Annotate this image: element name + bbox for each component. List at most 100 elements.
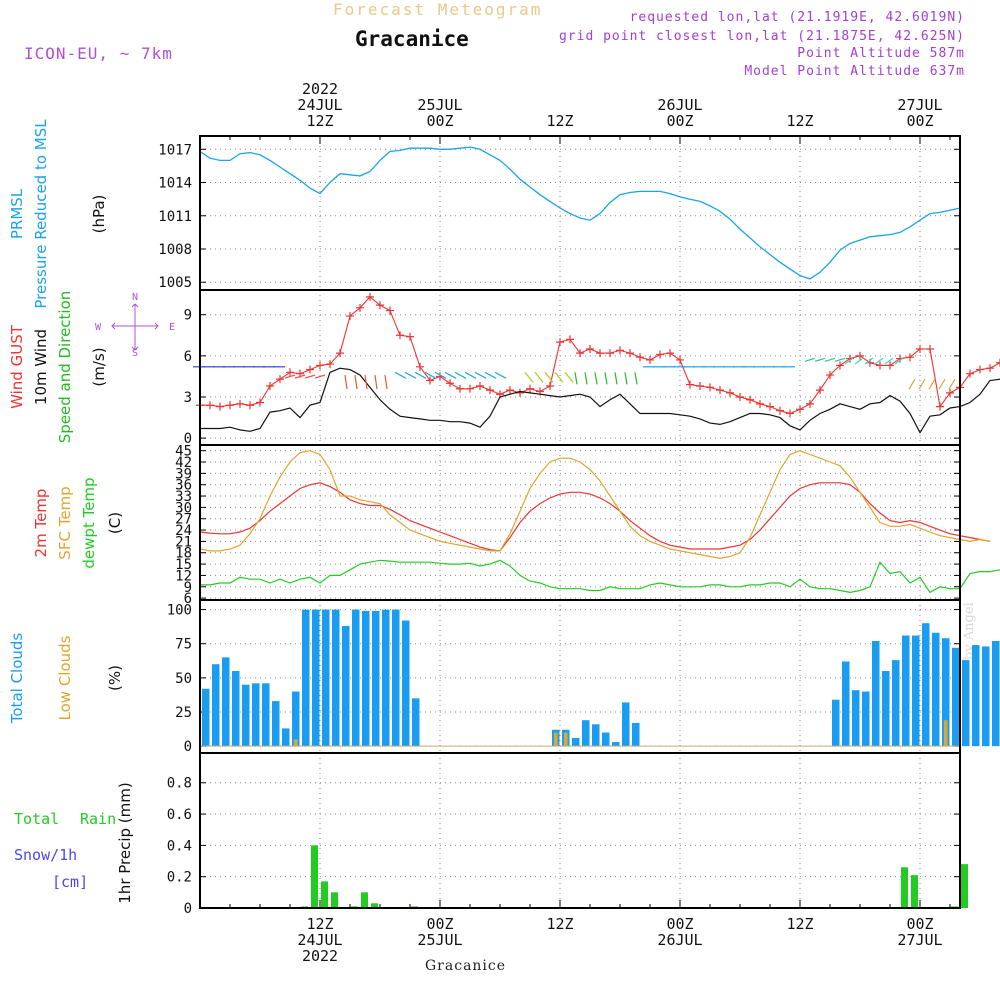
wind-direction-arrow: [304, 374, 316, 379]
y-tick-label: 21: [175, 534, 192, 550]
y-tick-label: 0.2: [167, 870, 192, 886]
top-time-label: 26JUL: [657, 96, 702, 114]
clouds-ylabel-low: Low Clouds: [56, 635, 74, 720]
wind-gust-marker: [746, 395, 754, 404]
rain-bar: [961, 864, 968, 908]
panel-frame: [199, 444, 961, 601]
bottom-time-label: 12Z: [306, 915, 333, 933]
y-tick-label: 0: [184, 431, 192, 447]
wind-gust-marker: [386, 306, 394, 315]
total-cloud-bar: [952, 647, 960, 747]
total-cloud-bar: [852, 690, 860, 747]
wind-direction-arrow: [928, 378, 936, 390]
y-tick-label: 1017: [158, 142, 192, 158]
requested-coordinates: requested lon,lat (21.1919E, 42.6019N): [629, 10, 965, 25]
temp-sfc-line: [199, 450, 991, 560]
total-cloud-bar: [322, 609, 330, 747]
model-point-altitude: Model Point Altitude 637m: [744, 64, 965, 79]
wind-gust-marker: [606, 349, 614, 358]
wind-direction-arrow: [584, 372, 588, 385]
wind-gust-marker: [506, 386, 514, 395]
wind-gust-marker: [466, 384, 474, 393]
model-name: ICON-EU, ~ 7km: [24, 44, 173, 63]
wind-gust-marker: [786, 409, 794, 418]
wind-direction-arrow: [884, 357, 894, 365]
total-cloud-bar: [922, 623, 930, 747]
top-time-label: 27JUL: [897, 96, 942, 114]
wind-gust-marker: [566, 335, 574, 344]
wind-gust-marker: [996, 358, 1000, 367]
wind-direction-arrow: [908, 378, 916, 390]
wind-gust-marker: [416, 362, 424, 371]
wind-gust-marker: [396, 331, 404, 340]
wind-gust-marker: [276, 375, 284, 384]
wind-speed-line: [200, 367, 1000, 434]
total-cloud-bar: [272, 701, 280, 747]
bottom-time-label: 12Z: [786, 915, 813, 933]
y-tick-label: 1008: [158, 242, 192, 258]
y-tick-label: 0.4: [167, 838, 192, 854]
wind-direction-arrow: [604, 372, 608, 385]
total-cloud-bar: [602, 732, 610, 747]
total-cloud-bar: [312, 609, 320, 747]
total-cloud-bar: [992, 640, 1000, 747]
wind-gust-marker: [236, 399, 244, 408]
total-cloud-bar: [392, 609, 400, 747]
y-tick-label: 1014: [158, 176, 192, 192]
wind-gust-marker: [626, 349, 634, 358]
wind-direction-arrow: [834, 357, 846, 362]
y-tick-label: 75: [175, 637, 192, 653]
wind-direction-arrow: [434, 371, 447, 379]
top-time-label: 12Z: [306, 112, 333, 130]
rain-bar: [331, 892, 338, 908]
wind-gust-marker: [326, 360, 334, 369]
wind-gust-marker: [306, 365, 314, 374]
wind-gust-marker: [916, 344, 924, 353]
wind-gust-marker: [886, 361, 894, 370]
rain-bar: [311, 845, 318, 908]
temp-2m-line: [199, 482, 991, 552]
bottom-time-label: 24JUL: [297, 931, 342, 949]
total-cloud-bar: [262, 683, 270, 747]
wind-direction-arrow: [484, 371, 497, 379]
wind-direction-arrow: [634, 372, 638, 385]
wind-direction-arrow: [534, 371, 544, 383]
temp-ylabel-sfc: SFC Temp: [56, 486, 74, 559]
wind-gust-marker: [206, 401, 214, 410]
wind-gust-marker: [256, 398, 264, 407]
top-time-label: 12Z: [546, 112, 573, 130]
pressure-unit: (hPa): [90, 195, 108, 234]
y-tick-label: 6: [184, 349, 192, 365]
top-time-label: 00Z: [426, 112, 453, 130]
compass-rose-icon: [111, 303, 159, 351]
y-tick-label: 0.8: [167, 776, 192, 792]
total-cloud-bar: [872, 640, 880, 747]
wind-ylabel-gust: Wind GUST: [8, 324, 26, 409]
wind-gust-marker: [336, 349, 344, 358]
clouds-ylabel-total: Total Clouds: [8, 633, 26, 725]
y-tick-label: 25: [175, 705, 192, 721]
total-cloud-bar: [932, 632, 940, 747]
rain-bar: [321, 881, 328, 908]
wind-gust-marker: [216, 402, 224, 411]
wind-gust-marker: [556, 338, 564, 347]
y-tick-label: 50: [175, 671, 192, 687]
wind-gust-marker: [316, 361, 324, 370]
wind-gust-marker: [826, 371, 834, 380]
wind-gust-marker: [696, 382, 704, 391]
y-tick-label: 33: [175, 489, 192, 505]
y-tick-label: 36: [175, 478, 192, 494]
wind-direction-arrow: [464, 371, 477, 379]
bottom-time-label: 00Z: [906, 915, 933, 933]
wind-gust-marker: [836, 361, 844, 370]
bottom-time-label: 00Z: [426, 915, 453, 933]
total-cloud-bar: [342, 625, 350, 747]
y-tick-label: 0: [184, 739, 192, 755]
wind-gust-marker: [816, 386, 824, 395]
wind-direction-arrow: [874, 357, 884, 365]
wind-direction-arrow: [394, 371, 407, 379]
wind-gust-marker: [286, 368, 294, 377]
wind-direction-arrow: [938, 378, 946, 390]
wind-direction-arrow: [384, 374, 388, 390]
